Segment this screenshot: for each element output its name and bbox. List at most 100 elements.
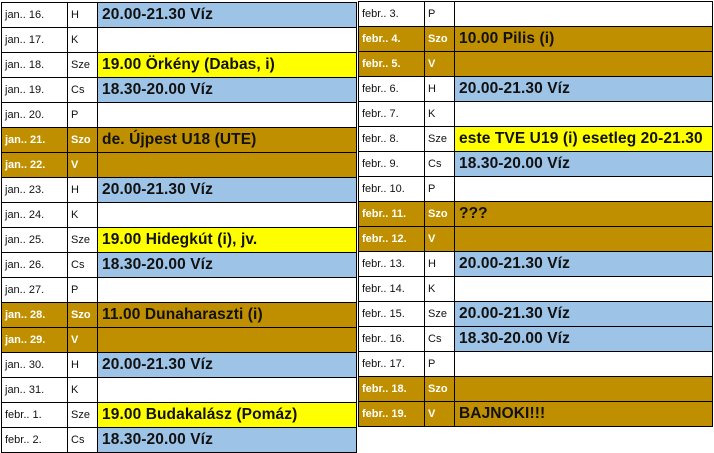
day-cell[interactable]: Cs xyxy=(424,326,455,352)
date-cell[interactable]: febr.. 17. xyxy=(358,351,425,377)
day-cell[interactable]: Szo xyxy=(67,127,98,153)
date-cell[interactable]: febr.. 16. xyxy=(358,326,425,352)
day-cell[interactable]: V xyxy=(67,152,98,178)
day-cell[interactable]: Szo xyxy=(424,26,455,52)
date-cell[interactable]: febr.. 4. xyxy=(358,26,425,52)
event-cell[interactable]: 18.30-20.00 Víz xyxy=(97,252,357,278)
event-cell[interactable]: de. Újpest U18 (UTE) xyxy=(97,127,357,153)
date-cell[interactable]: febr.. 5. xyxy=(358,51,425,77)
date-cell[interactable]: febr.. 2. xyxy=(1,427,68,453)
event-cell[interactable] xyxy=(97,277,357,303)
date-cell[interactable]: febr.. 13. xyxy=(358,251,425,277)
event-cell[interactable]: 11.00 Dunaharaszti (i) xyxy=(97,302,357,328)
day-cell[interactable]: K xyxy=(424,101,455,127)
date-cell[interactable]: jan.. 19. xyxy=(1,77,68,103)
event-cell[interactable]: 18.30-20.00 Víz xyxy=(454,151,713,177)
date-cell[interactable]: febr.. 10. xyxy=(358,176,425,202)
day-cell[interactable]: K xyxy=(67,202,98,228)
date-cell[interactable]: febr.. 19. xyxy=(358,401,425,427)
day-cell[interactable]: Cs xyxy=(424,151,455,177)
day-cell[interactable]: H xyxy=(67,177,98,203)
day-cell[interactable]: Sze xyxy=(424,301,455,327)
day-cell[interactable]: Sze xyxy=(67,402,98,428)
event-cell[interactable]: 18.30-20.00 Víz xyxy=(97,77,357,103)
date-cell[interactable]: febr.. 7. xyxy=(358,101,425,127)
event-cell[interactable]: este TVE U19 (i) esetleg 20-21.30 xyxy=(454,126,713,152)
day-cell[interactable]: P xyxy=(424,351,455,377)
day-cell[interactable]: V xyxy=(424,51,455,77)
day-cell[interactable]: P xyxy=(424,176,455,202)
date-cell[interactable]: jan.. 31. xyxy=(1,377,68,403)
event-cell[interactable] xyxy=(454,226,713,252)
event-cell[interactable] xyxy=(97,202,357,228)
date-cell[interactable]: febr.. 15. xyxy=(358,301,425,327)
date-cell[interactable]: jan.. 30. xyxy=(1,352,68,378)
date-cell[interactable]: jan.. 18. xyxy=(1,52,68,78)
event-cell[interactable] xyxy=(97,102,357,128)
event-cell[interactable]: 20.00-21.30 Víz xyxy=(454,251,713,277)
date-cell[interactable]: jan.. 20. xyxy=(1,102,68,128)
day-cell[interactable]: H xyxy=(67,352,98,378)
day-cell[interactable]: Sze xyxy=(424,126,455,152)
event-cell[interactable] xyxy=(97,327,357,353)
event-cell[interactable] xyxy=(454,276,713,302)
date-cell[interactable]: jan.. 17. xyxy=(1,27,68,53)
date-cell[interactable]: febr.. 11. xyxy=(358,201,425,227)
event-cell[interactable]: 10.00 Pilis (i) xyxy=(454,26,713,52)
day-cell[interactable]: K xyxy=(67,27,98,53)
date-cell[interactable]: febr.. 14. xyxy=(358,276,425,302)
event-cell[interactable]: 20.00-21.30 Víz xyxy=(454,301,713,327)
event-cell[interactable] xyxy=(454,1,713,27)
date-cell[interactable]: jan.. 22. xyxy=(1,152,68,178)
event-cell[interactable]: 18.30-20.00 Víz xyxy=(97,427,357,453)
day-cell[interactable]: Cs xyxy=(67,77,98,103)
event-cell[interactable] xyxy=(97,27,357,53)
event-cell[interactable] xyxy=(97,377,357,403)
date-cell[interactable]: jan.. 24. xyxy=(1,202,68,228)
date-cell[interactable]: jan.. 28. xyxy=(1,302,68,328)
date-cell[interactable]: jan.. 21. xyxy=(1,127,68,153)
date-cell[interactable]: febr.. 1. xyxy=(1,402,68,428)
event-cell[interactable]: ??? xyxy=(454,201,713,227)
day-cell[interactable]: K xyxy=(424,276,455,302)
day-cell[interactable]: H xyxy=(424,251,455,277)
date-cell[interactable]: febr.. 8. xyxy=(358,126,425,152)
event-cell[interactable]: 19.00 Örkény (Dabas, i) xyxy=(97,52,357,78)
event-cell[interactable] xyxy=(97,152,357,178)
date-cell[interactable]: jan.. 27. xyxy=(1,277,68,303)
day-cell[interactable]: V xyxy=(424,226,455,252)
date-cell[interactable]: febr.. 12. xyxy=(358,226,425,252)
day-cell[interactable]: Cs xyxy=(67,252,98,278)
event-cell[interactable]: 20.00-21.30 Víz xyxy=(454,76,713,102)
event-cell[interactable]: 19.00 Hidegkút (i), jv. xyxy=(97,227,357,253)
event-cell[interactable]: 18.30-20.00 Víz xyxy=(454,326,713,352)
day-cell[interactable]: P xyxy=(67,102,98,128)
day-cell[interactable]: Szo xyxy=(424,201,455,227)
day-cell[interactable]: P xyxy=(67,277,98,303)
event-cell[interactable]: 20.00-21.30 Víz xyxy=(97,2,357,28)
date-cell[interactable]: jan.. 23. xyxy=(1,177,68,203)
day-cell[interactable]: H xyxy=(424,76,455,102)
date-cell[interactable]: jan.. 29. xyxy=(1,327,68,353)
day-cell[interactable]: Szo xyxy=(424,376,455,402)
event-cell[interactable] xyxy=(454,376,713,402)
event-cell[interactable] xyxy=(454,351,713,377)
event-cell[interactable] xyxy=(454,101,713,127)
date-cell[interactable]: febr.. 6. xyxy=(358,76,425,102)
event-cell[interactable] xyxy=(454,51,713,77)
day-cell[interactable]: Cs xyxy=(67,427,98,453)
event-cell[interactable]: 19.00 Budakalász (Pomáz) xyxy=(97,402,357,428)
day-cell[interactable]: V xyxy=(424,401,455,427)
date-cell[interactable]: jan.. 16. xyxy=(1,2,68,28)
day-cell[interactable]: Sze xyxy=(67,52,98,78)
day-cell[interactable]: K xyxy=(67,377,98,403)
date-cell[interactable]: jan.. 26. xyxy=(1,252,68,278)
date-cell[interactable]: febr.. 9. xyxy=(358,151,425,177)
event-cell[interactable] xyxy=(454,176,713,202)
event-cell[interactable]: BAJNOKI!!! xyxy=(454,401,713,427)
date-cell[interactable]: febr.. 18. xyxy=(358,376,425,402)
day-cell[interactable]: P xyxy=(424,1,455,27)
day-cell[interactable]: Sze xyxy=(67,227,98,253)
date-cell[interactable]: jan.. 25. xyxy=(1,227,68,253)
day-cell[interactable]: V xyxy=(67,327,98,353)
